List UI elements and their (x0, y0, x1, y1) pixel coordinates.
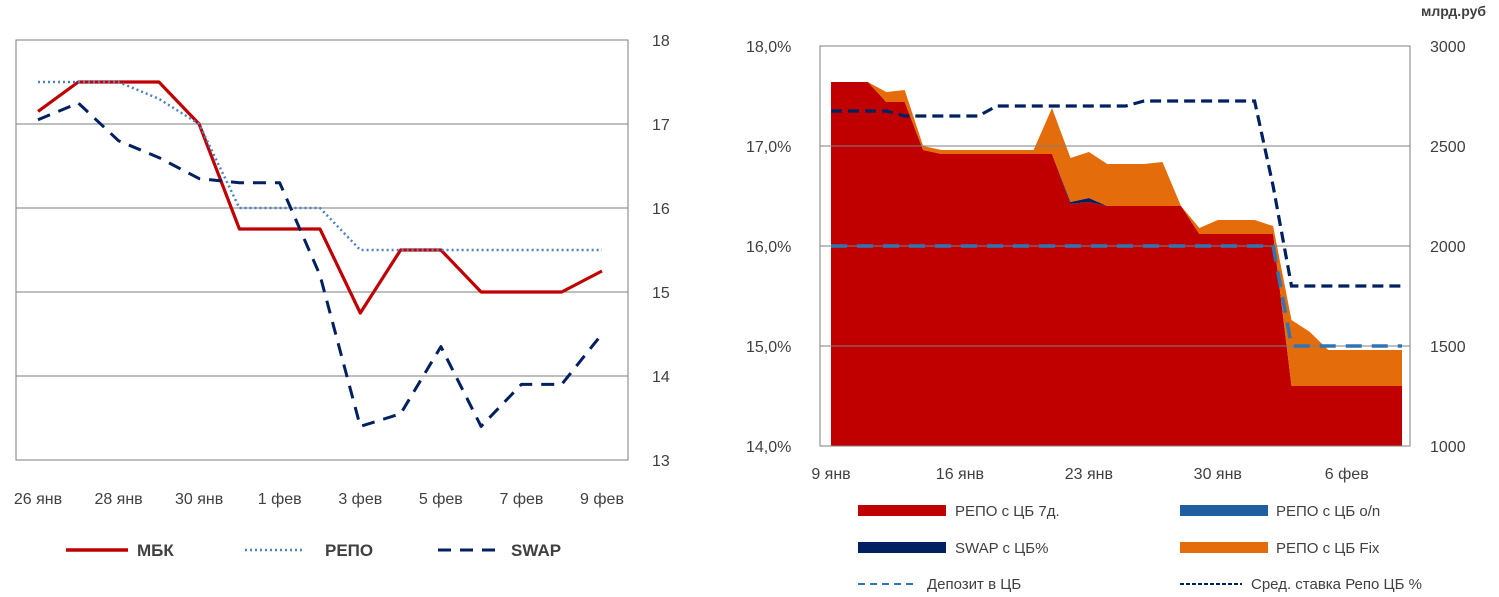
right-series-line-0 (831, 244, 1402, 348)
right-area-3 (831, 82, 1402, 386)
right-area-chart: млрд.руб 14,0%15,0%16,0%17,0%18,0% 10001… (746, 3, 1486, 593)
left-gridlines (16, 123, 628, 377)
left-line-chart: 13 14 15 16 17 18 26 янв 28 янв 30 янв 1 фев 3 фе… (14, 33, 670, 560)
right-unit-label: млрд.руб (1421, 3, 1486, 19)
left-plot-frame (15, 39, 629, 461)
right-stacked-areas (831, 82, 1402, 446)
right-right-axis-tick: 1000 (1430, 439, 1466, 456)
left-series-line-2 (37, 101, 604, 428)
right-legend: РЕПО с ЦБ 7д. РЕПО с ЦБ o/n SWAP с ЦБ% Р… (858, 503, 1422, 593)
left-x-tick-label: 28 янв (94, 491, 142, 508)
right-right-axis-tick: 1500 (1430, 339, 1466, 356)
right-left-axis-tick: 17,0% (746, 139, 791, 156)
right-x-tick-label: 16 янв (936, 466, 984, 483)
left-x-tick-label: 3 фев (338, 491, 382, 508)
legend-deposit-label: Депозит в ЦБ (927, 576, 1021, 593)
right-area-0 (831, 82, 1402, 446)
left-x-tick-label: 30 янв (175, 491, 223, 508)
right-right-axis-tick: 3000 (1430, 39, 1466, 56)
right-x-tick-label: 23 янв (1065, 466, 1113, 483)
legend-repo-fix-label: РЕПО с ЦБ Fix (1276, 540, 1380, 557)
right-left-axis-tick: 15,0% (746, 339, 791, 356)
left-series-line-1 (38, 80, 602, 252)
legend-swap-cb-label: SWAP с ЦБ% (955, 540, 1048, 557)
left-y-tick-label: 13 (652, 453, 670, 470)
right-left-axis-tick: 16,0% (746, 239, 791, 256)
left-x-tick-labels: 26 янв 28 янв 30 янв 1 фев 3 фев 5 фев 7 фев 9 … (14, 491, 624, 508)
legend-swap-cb-swatch (858, 542, 946, 553)
left-series-lines (37, 80, 604, 428)
legend-repo-label: РЕПО (325, 541, 373, 560)
left-y-tick-label: 18 (652, 33, 670, 50)
left-x-tick-label: 26 янв (14, 491, 62, 508)
left-x-tick-label: 9 фев (580, 491, 624, 508)
left-y-tick-labels: 13 14 15 16 17 18 (652, 33, 670, 470)
legend-avg-repo-label: Сред. ставка Репо ЦБ % (1251, 576, 1422, 593)
right-left-axis-tick: 14,0% (746, 439, 791, 456)
legend-repo-on-swatch (1180, 505, 1268, 516)
legend-repo7d-label: РЕПО с ЦБ 7д. (955, 503, 1060, 520)
right-x-tick-label: 30 янв (1194, 466, 1242, 483)
left-y-tick-label: 17 (652, 117, 670, 134)
left-x-tick-label: 5 фев (419, 491, 463, 508)
left-x-tick-label: 7 фев (499, 491, 543, 508)
right-x-tick-label: 6 фев (1325, 466, 1369, 483)
left-y-tick-label: 16 (652, 201, 670, 218)
legend-repo-on-label: РЕПО с ЦБ o/n (1276, 503, 1380, 520)
left-series-line-0 (37, 80, 603, 315)
legend-swap-label: SWAP (511, 541, 561, 560)
legend-mbk-label: МБК (137, 541, 174, 560)
right-series-line-1 (831, 99, 1402, 288)
legend-repo7d-swatch (858, 505, 946, 516)
right-x-tick-labels: 9 янв 16 янв 23 янв 30 янв 6 фев (811, 466, 1368, 483)
right-plot-frame (819, 45, 1411, 447)
right-x-tick-label: 9 янв (811, 466, 850, 483)
left-y-tick-label: 15 (652, 285, 670, 302)
left-x-tick-label: 1 фев (258, 491, 302, 508)
right-left-axis-tick: 18,0% (746, 39, 791, 56)
right-right-axis-tick: 2000 (1430, 239, 1466, 256)
left-y-tick-label: 14 (652, 369, 670, 386)
right-series-lines (831, 99, 1402, 348)
left-legend: МБК РЕПО SWAP (66, 541, 561, 560)
right-left-axis-tick-labels: 14,0% 15,0% 16,0% 17,0% 18,0% (746, 39, 791, 456)
right-right-axis-tick-labels: 1000 1500 2000 2500 3000 (1430, 39, 1466, 456)
right-right-axis-tick: 2500 (1430, 139, 1466, 156)
legend-repo-fix-swatch (1180, 542, 1268, 553)
